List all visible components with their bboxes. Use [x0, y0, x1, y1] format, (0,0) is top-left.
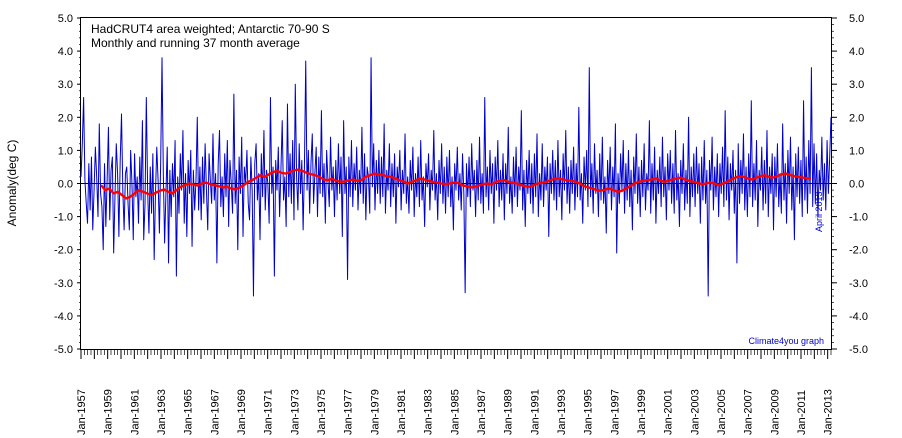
right-y-tick-label: 5.0 [849, 13, 864, 25]
x-tick-label: Jan-1965 [183, 389, 195, 435]
x-tick-label: Jan-2011 [796, 390, 808, 435]
y-tick-label: -5.0 [54, 344, 73, 356]
x-tick-label: Jan-2005 [716, 389, 728, 435]
x-tick-label: Jan-1957 [76, 389, 88, 435]
right-y-tick-label: 1.0 [849, 145, 864, 157]
y-tick-label: -3.0 [54, 278, 73, 290]
right-y-tick-label: -2.0 [849, 245, 868, 257]
x-tick-label: Jan-1989 [503, 389, 515, 435]
x-tick-label: Jan-1993 [556, 389, 568, 435]
x-tick-label: Jan-1997 [609, 389, 621, 435]
x-tick-label: Jan-1967 [209, 389, 221, 435]
right-y-tick-label: 3.0 [849, 79, 864, 91]
left-y-axis: 5.0 4.0 3.0 2.0 1.0 0.0 -1.0 -2.0 -3.0 -4.0 -5.0 [54, 13, 81, 356]
y-axis-label: Anomaly(deg C) [5, 140, 19, 227]
y-tick-label: -1.0 [54, 212, 73, 224]
monthly-series [80, 57, 832, 297]
monthly-anomaly-line [80, 57, 832, 297]
y-tick-label: -4.0 [54, 311, 73, 323]
x-tick-label: Jan-1979 [369, 389, 381, 435]
right-y-tick-label: -3.0 [849, 278, 868, 290]
x-tick-label: Jan-1991 [529, 389, 541, 435]
y-tick-label: 0.0 [58, 179, 73, 191]
y-tick-label: 5.0 [58, 13, 73, 25]
x-axis: Jan-1957 Jan-1959 Jan-1961 Jan-1963 Jan-1965… [76, 349, 835, 435]
right-y-tick-label: 0.0 [849, 179, 864, 191]
x-tick-label: Jan-1995 [583, 389, 595, 435]
x-tick-label: Jan-2007 [743, 389, 755, 435]
x-tick-label: Jan-1981 [396, 389, 408, 435]
x-tick-label: Jan-1971 [263, 389, 275, 435]
x-tick-label: Jan-2013 [823, 389, 835, 435]
chart-subtitle: Monthly and running 37 month average [91, 36, 300, 50]
x-tick-label: Jan-1999 [636, 389, 648, 435]
x-tick-label: Jan-1977 [343, 389, 355, 435]
right-y-tick-label: 2.0 [849, 112, 864, 124]
running-average-series [100, 168, 812, 200]
y-tick-label: 2.0 [58, 112, 73, 124]
date-annotation: April 2013 [814, 191, 824, 232]
x-tick-label: Jan-1983 [423, 389, 435, 435]
right-y-tick-label: -5.0 [849, 344, 868, 356]
y-tick-label: 3.0 [58, 79, 73, 91]
right-y-tick-label: -4.0 [849, 311, 868, 323]
x-tick-label: Jan-1963 [156, 389, 168, 435]
y-tick-label: 1.0 [58, 145, 73, 157]
running-average-line [100, 168, 812, 200]
y-tick-label: 4.0 [58, 46, 73, 58]
x-tick-label: Jan-1961 [129, 389, 141, 435]
x-tick-label: Jan-1959 [103, 389, 115, 435]
chart-title: HadCRUT4 area weighted; Antarctic 70-90 … [91, 22, 330, 36]
x-tick-label: Jan-2009 [769, 389, 781, 435]
x-tick-label: Jan-1987 [476, 389, 488, 435]
right-y-tick-label: -1.0 [849, 212, 868, 224]
credit-annotation: Climate4you graph [748, 336, 824, 346]
x-tick-label: Jan-1975 [316, 389, 328, 435]
x-tick-label: Jan-1969 [236, 389, 248, 435]
right-y-axis: 5.0 4.0 3.0 2.0 1.0 0.0 -1.0 -2.0 -3.0 -4.0 -5.0 [831, 13, 868, 356]
x-tick-label: Jan-2001 [663, 389, 675, 435]
y-tick-label: -2.0 [54, 245, 73, 257]
x-tick-label: Jan-1985 [449, 389, 461, 435]
right-y-tick-label: 4.0 [849, 46, 864, 58]
x-tick-label: Jan-2003 [689, 389, 701, 435]
x-tick-label: Jan-1973 [289, 389, 301, 435]
